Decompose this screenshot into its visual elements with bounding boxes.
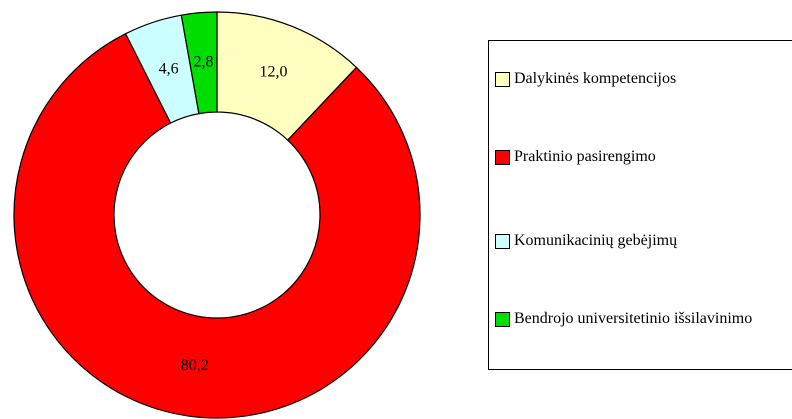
plot: 12,0 80,2 4,6 2,8 (13, 11, 421, 419)
legend-item: Komunikacinių gebėjimų (495, 229, 754, 253)
legend-label: Dalykinės kompetencijos (514, 70, 677, 87)
data-label: 4,6 (159, 61, 179, 78)
legend-label: Bendrojo universitetinio išsilavinimo (514, 310, 753, 327)
donut-segment (180, 11, 218, 115)
data-label: 80,2 (181, 357, 209, 374)
legend-swatch (495, 312, 510, 327)
legend: Dalykinės kompetencijos Praktinio pasiren… (488, 40, 792, 370)
legend-item: Dalykinės kompetencijos (495, 67, 754, 91)
data-label: 2,8 (194, 53, 214, 70)
legend-swatch (495, 234, 510, 249)
legend-swatch (495, 72, 510, 87)
legend-label: Komunikacinių gebėjimų (514, 232, 678, 249)
data-label: 12,0 (260, 64, 288, 81)
legend-item: Bendrojo universitetinio išsilavinimo (495, 307, 754, 331)
legend-item: Praktinio pasirengimo (495, 145, 754, 169)
donut-segment (13, 32, 421, 419)
legend-label: Praktinio pasirengimo (514, 148, 656, 165)
legend-swatch (495, 150, 510, 165)
